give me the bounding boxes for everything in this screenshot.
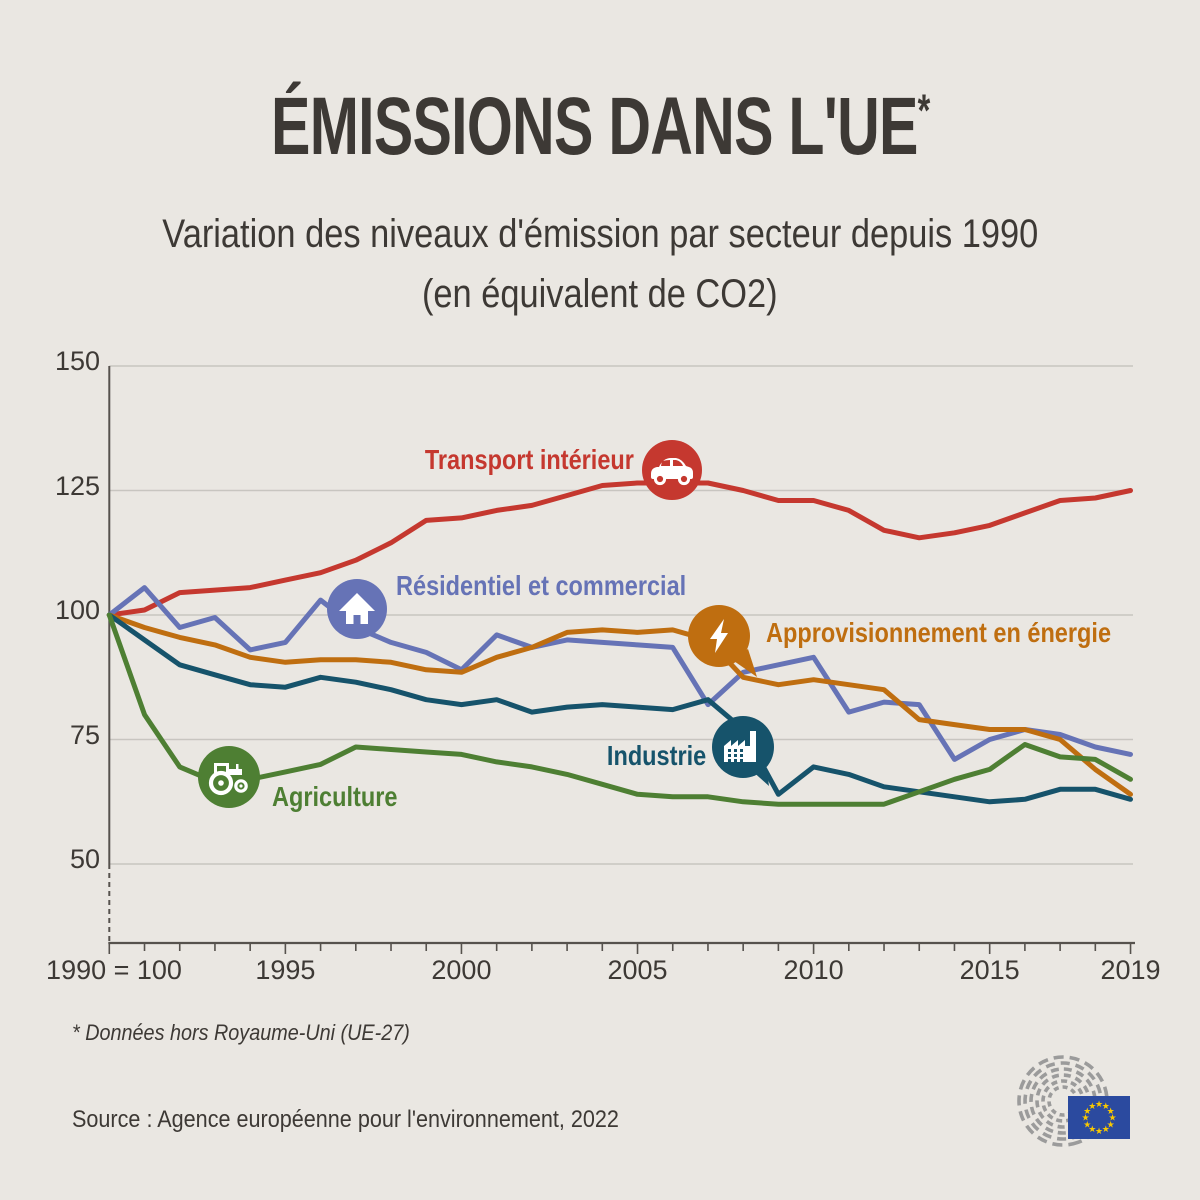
house-icon — [327, 579, 387, 639]
y-tick-label: 100 — [54, 595, 100, 625]
source-credit: Source : Agence européenne pour l'enviro… — [72, 1106, 619, 1133]
series-label-energy: Approvisionnement en énergie — [766, 617, 1112, 648]
lightning-icon — [688, 605, 757, 677]
x-tick-label: 2019 — [1100, 955, 1161, 985]
svg-text:★: ★ — [1083, 1107, 1091, 1117]
svg-text:★: ★ — [1095, 1127, 1103, 1137]
eu-flag-icon: ★★★★★★★★★★★★ — [1068, 1096, 1130, 1139]
factory-icon — [712, 716, 774, 786]
x-tick-label: 2000 — [431, 955, 492, 985]
car-icon — [642, 440, 702, 500]
x-tick-label: 1995 — [255, 955, 316, 985]
svg-text:★: ★ — [1081, 1114, 1089, 1124]
x-tick-label: 2010 — [783, 955, 844, 985]
page-subtitle-line2: (en équivalent de CO2) — [422, 272, 778, 316]
series-line-energy — [106, 612, 1133, 797]
footnote: * Données hors Royaume-Uni (UE-27) — [72, 1020, 410, 1045]
series-line-residential — [106, 585, 1133, 762]
x-tick-label: 2015 — [959, 955, 1020, 985]
series-label-residential: Résidentiel et commercial — [396, 570, 687, 601]
page-title: ÉMISSIONS DANS L'UE* — [270, 81, 930, 172]
x-tick-label: 2005 — [607, 955, 668, 985]
series-label-agriculture: Agriculture — [272, 781, 398, 812]
page-subtitle-line1: Variation des niveaux d'émission par sec… — [161, 212, 1039, 256]
tractor-icon — [198, 746, 260, 808]
svg-text:★: ★ — [1102, 1125, 1110, 1135]
footnote-marker: * — [917, 85, 930, 136]
svg-text:★: ★ — [1088, 1102, 1096, 1112]
series-label-transport: Transport intérieur — [424, 444, 634, 475]
series-label-industry: Industrie — [606, 740, 706, 771]
y-tick-label: 150 — [54, 346, 100, 376]
x-tick-label: 1990 = 100 — [46, 955, 182, 985]
svg-text:★: ★ — [1095, 1100, 1103, 1110]
series-line-agriculture — [106, 612, 1133, 807]
svg-text:★: ★ — [1108, 1114, 1116, 1124]
y-tick-label: 125 — [54, 470, 100, 501]
series-line-industry — [106, 612, 1133, 805]
gridlines — [109, 365, 1133, 865]
svg-text:★: ★ — [1088, 1125, 1096, 1135]
series-line-transport — [106, 480, 1133, 618]
european-parliament-logo: ★★★★★★★★★★★★ — [1017, 1055, 1130, 1147]
x-axis — [108, 941, 1135, 954]
y-tick-label: 75 — [69, 719, 100, 750]
svg-text:★: ★ — [1107, 1120, 1115, 1130]
svg-text:★: ★ — [1107, 1107, 1115, 1117]
y-tick-label: 50 — [69, 844, 100, 874]
svg-text:★: ★ — [1083, 1120, 1091, 1130]
svg-text:★: ★ — [1102, 1102, 1110, 1112]
